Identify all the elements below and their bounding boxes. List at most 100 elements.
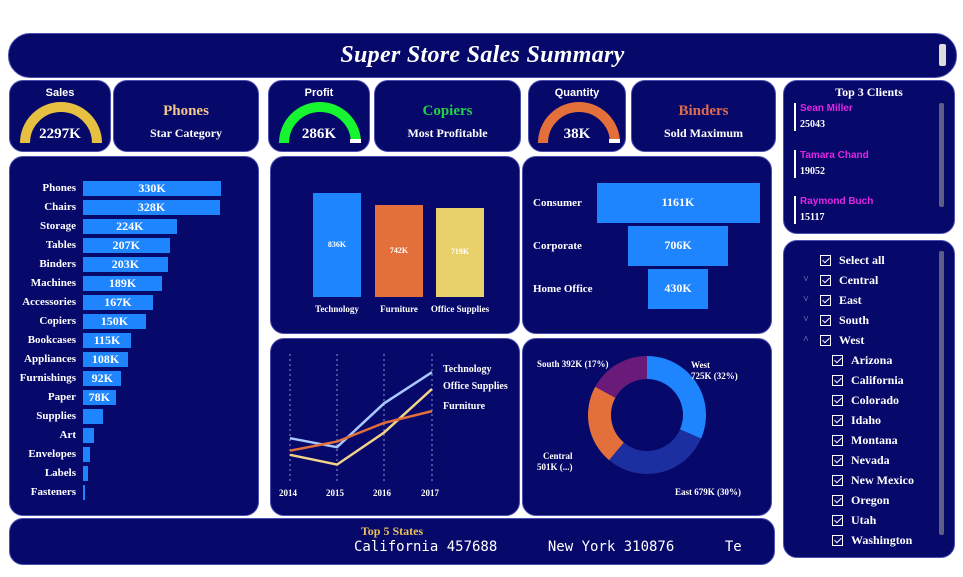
slicer-item[interactable]: Nevada: [832, 451, 890, 469]
slicer-item-label: Nevada: [851, 452, 890, 467]
checkbox[interactable]: [832, 434, 843, 446]
slicer-item[interactable]: ˅ Central: [800, 271, 878, 289]
category-sales-chart: 836K Technology 742K Furniture 719K Office Su…: [270, 156, 520, 334]
series-line: [289, 371, 433, 449]
checkbox[interactable]: [832, 394, 843, 406]
chevron-icon[interactable]: ˅: [803, 314, 809, 325]
checkbox[interactable]: [820, 274, 831, 286]
slicer-item[interactable]: ˅ South: [800, 311, 869, 329]
checkbox[interactable]: [832, 374, 843, 386]
donut-slice: [588, 386, 624, 461]
slicer-item[interactable]: ˄ West: [800, 331, 864, 349]
bar-value-label: 742K: [389, 245, 409, 255]
chevron-icon[interactable]: ˄: [803, 334, 809, 345]
bar: [83, 295, 153, 310]
series-label: Office Supplies: [443, 381, 508, 392]
bar-value-label: 207K: [112, 238, 140, 252]
category-name: Copiers: [422, 103, 473, 119]
funnel-value-label: 1161K: [661, 195, 695, 209]
bar-category-label: Labels: [44, 467, 76, 479]
bar-value-label: 719K: [450, 247, 470, 257]
bar: [436, 207, 484, 297]
kpi-value: 38K: [563, 126, 591, 142]
bar-value-label: 836K: [327, 240, 347, 249]
series-line: [289, 387, 433, 466]
subcategory-sales-chart: Phones 330K Chairs 328K Storage 224K Tables 207…: [9, 156, 259, 516]
chevron-icon[interactable]: ˅: [803, 294, 809, 305]
chevron-spacer: [800, 254, 812, 266]
bar-category-label: Art: [59, 429, 77, 441]
category-subtitle: Star Category: [149, 126, 223, 140]
most-profitable-card: Copiers Most Profitable: [374, 80, 521, 152]
kpi-title: Sales: [45, 87, 75, 99]
slicer-item[interactable]: Oregon: [832, 491, 889, 509]
slicer-item[interactable]: Arizona: [832, 351, 892, 369]
segment-label: Consumer: [533, 197, 582, 209]
slicer-item[interactable]: Idaho: [832, 411, 881, 429]
checkbox[interactable]: [832, 514, 843, 526]
client-value: 15117: [800, 212, 825, 223]
bar: [83, 447, 91, 462]
bar-category-label: Copiers: [39, 315, 76, 327]
title-scrollbar[interactable]: [939, 44, 946, 66]
bar-value-label: 150K: [100, 314, 129, 328]
bar-value-label: 224K: [116, 219, 144, 233]
slicer-item[interactable]: New Mexico: [832, 471, 914, 489]
bar-category-label: Appliances: [24, 353, 76, 365]
checkbox[interactable]: [832, 494, 843, 506]
bar-value-label: 328K: [137, 200, 166, 214]
client-value: 25043: [800, 119, 825, 130]
checkbox[interactable]: [832, 354, 843, 366]
bar-value-label: 115K: [93, 333, 121, 347]
series-label: Technology: [443, 364, 492, 375]
bar: [83, 466, 89, 481]
slicer-item-label: West: [839, 332, 865, 347]
bar-category-label: Supplies: [36, 410, 76, 422]
checkbox[interactable]: [820, 254, 831, 266]
slicer-item-label: East: [839, 292, 862, 307]
series-label: Furniture: [443, 401, 486, 412]
slicer-item[interactable]: Colorado: [832, 391, 899, 409]
clients-scrollbar[interactable]: [939, 103, 944, 207]
chevron-icon[interactable]: ˅: [803, 274, 809, 285]
quantity-kpi-card: Quantity 38K: [528, 80, 626, 152]
slicer-item[interactable]: ˅ East: [800, 291, 862, 309]
slicer-item[interactable]: Utah: [832, 511, 876, 529]
checkbox[interactable]: [832, 454, 843, 466]
slicer-item-label: Colorado: [851, 392, 899, 407]
checkbox[interactable]: [832, 534, 843, 546]
kpi-value: 2297K: [39, 126, 81, 142]
bar: [313, 193, 361, 297]
checkbox[interactable]: [832, 474, 843, 486]
slicer-item-label: Central: [839, 272, 879, 287]
bar: [83, 238, 170, 253]
bar-category-label: Envelopes: [28, 448, 76, 460]
region-donut: [588, 356, 706, 474]
donut-slice: [647, 356, 706, 439]
slicer-item[interactable]: California: [832, 371, 904, 389]
slicer-item[interactable]: Montana: [832, 431, 898, 449]
checkbox[interactable]: [832, 414, 843, 426]
ticker-text: California 457688 New York 310876 Te: [354, 539, 742, 555]
bar-value-label: 92K: [91, 371, 113, 385]
category-trend-chart: 2014 2015 2016 2017 Technology Office Supplie…: [270, 338, 520, 516]
profit-gauge: [279, 102, 361, 144]
checkbox[interactable]: [820, 314, 831, 326]
slicer-item[interactable]: Select all: [800, 251, 885, 269]
top-clients-title: Top 3 Clients: [835, 85, 903, 99]
category-subtitle: Sold Maximum: [663, 126, 743, 140]
checkbox[interactable]: [820, 334, 831, 346]
bar: [83, 371, 122, 386]
slicer-scrollbar[interactable]: [939, 251, 944, 535]
bar: [83, 276, 163, 291]
category-name: Binders: [678, 103, 729, 119]
checkbox[interactable]: [820, 294, 831, 306]
bar: [83, 181, 221, 196]
donut-slice-label: Central 501K (...): [537, 451, 573, 472]
donut-slice: [609, 429, 702, 474]
kpi-title: Quantity: [554, 87, 600, 99]
trend-plot: [289, 354, 433, 484]
slicer-item[interactable]: Washington: [832, 531, 912, 549]
bar: [83, 219, 177, 234]
slicer-item-label: Utah: [851, 512, 877, 527]
